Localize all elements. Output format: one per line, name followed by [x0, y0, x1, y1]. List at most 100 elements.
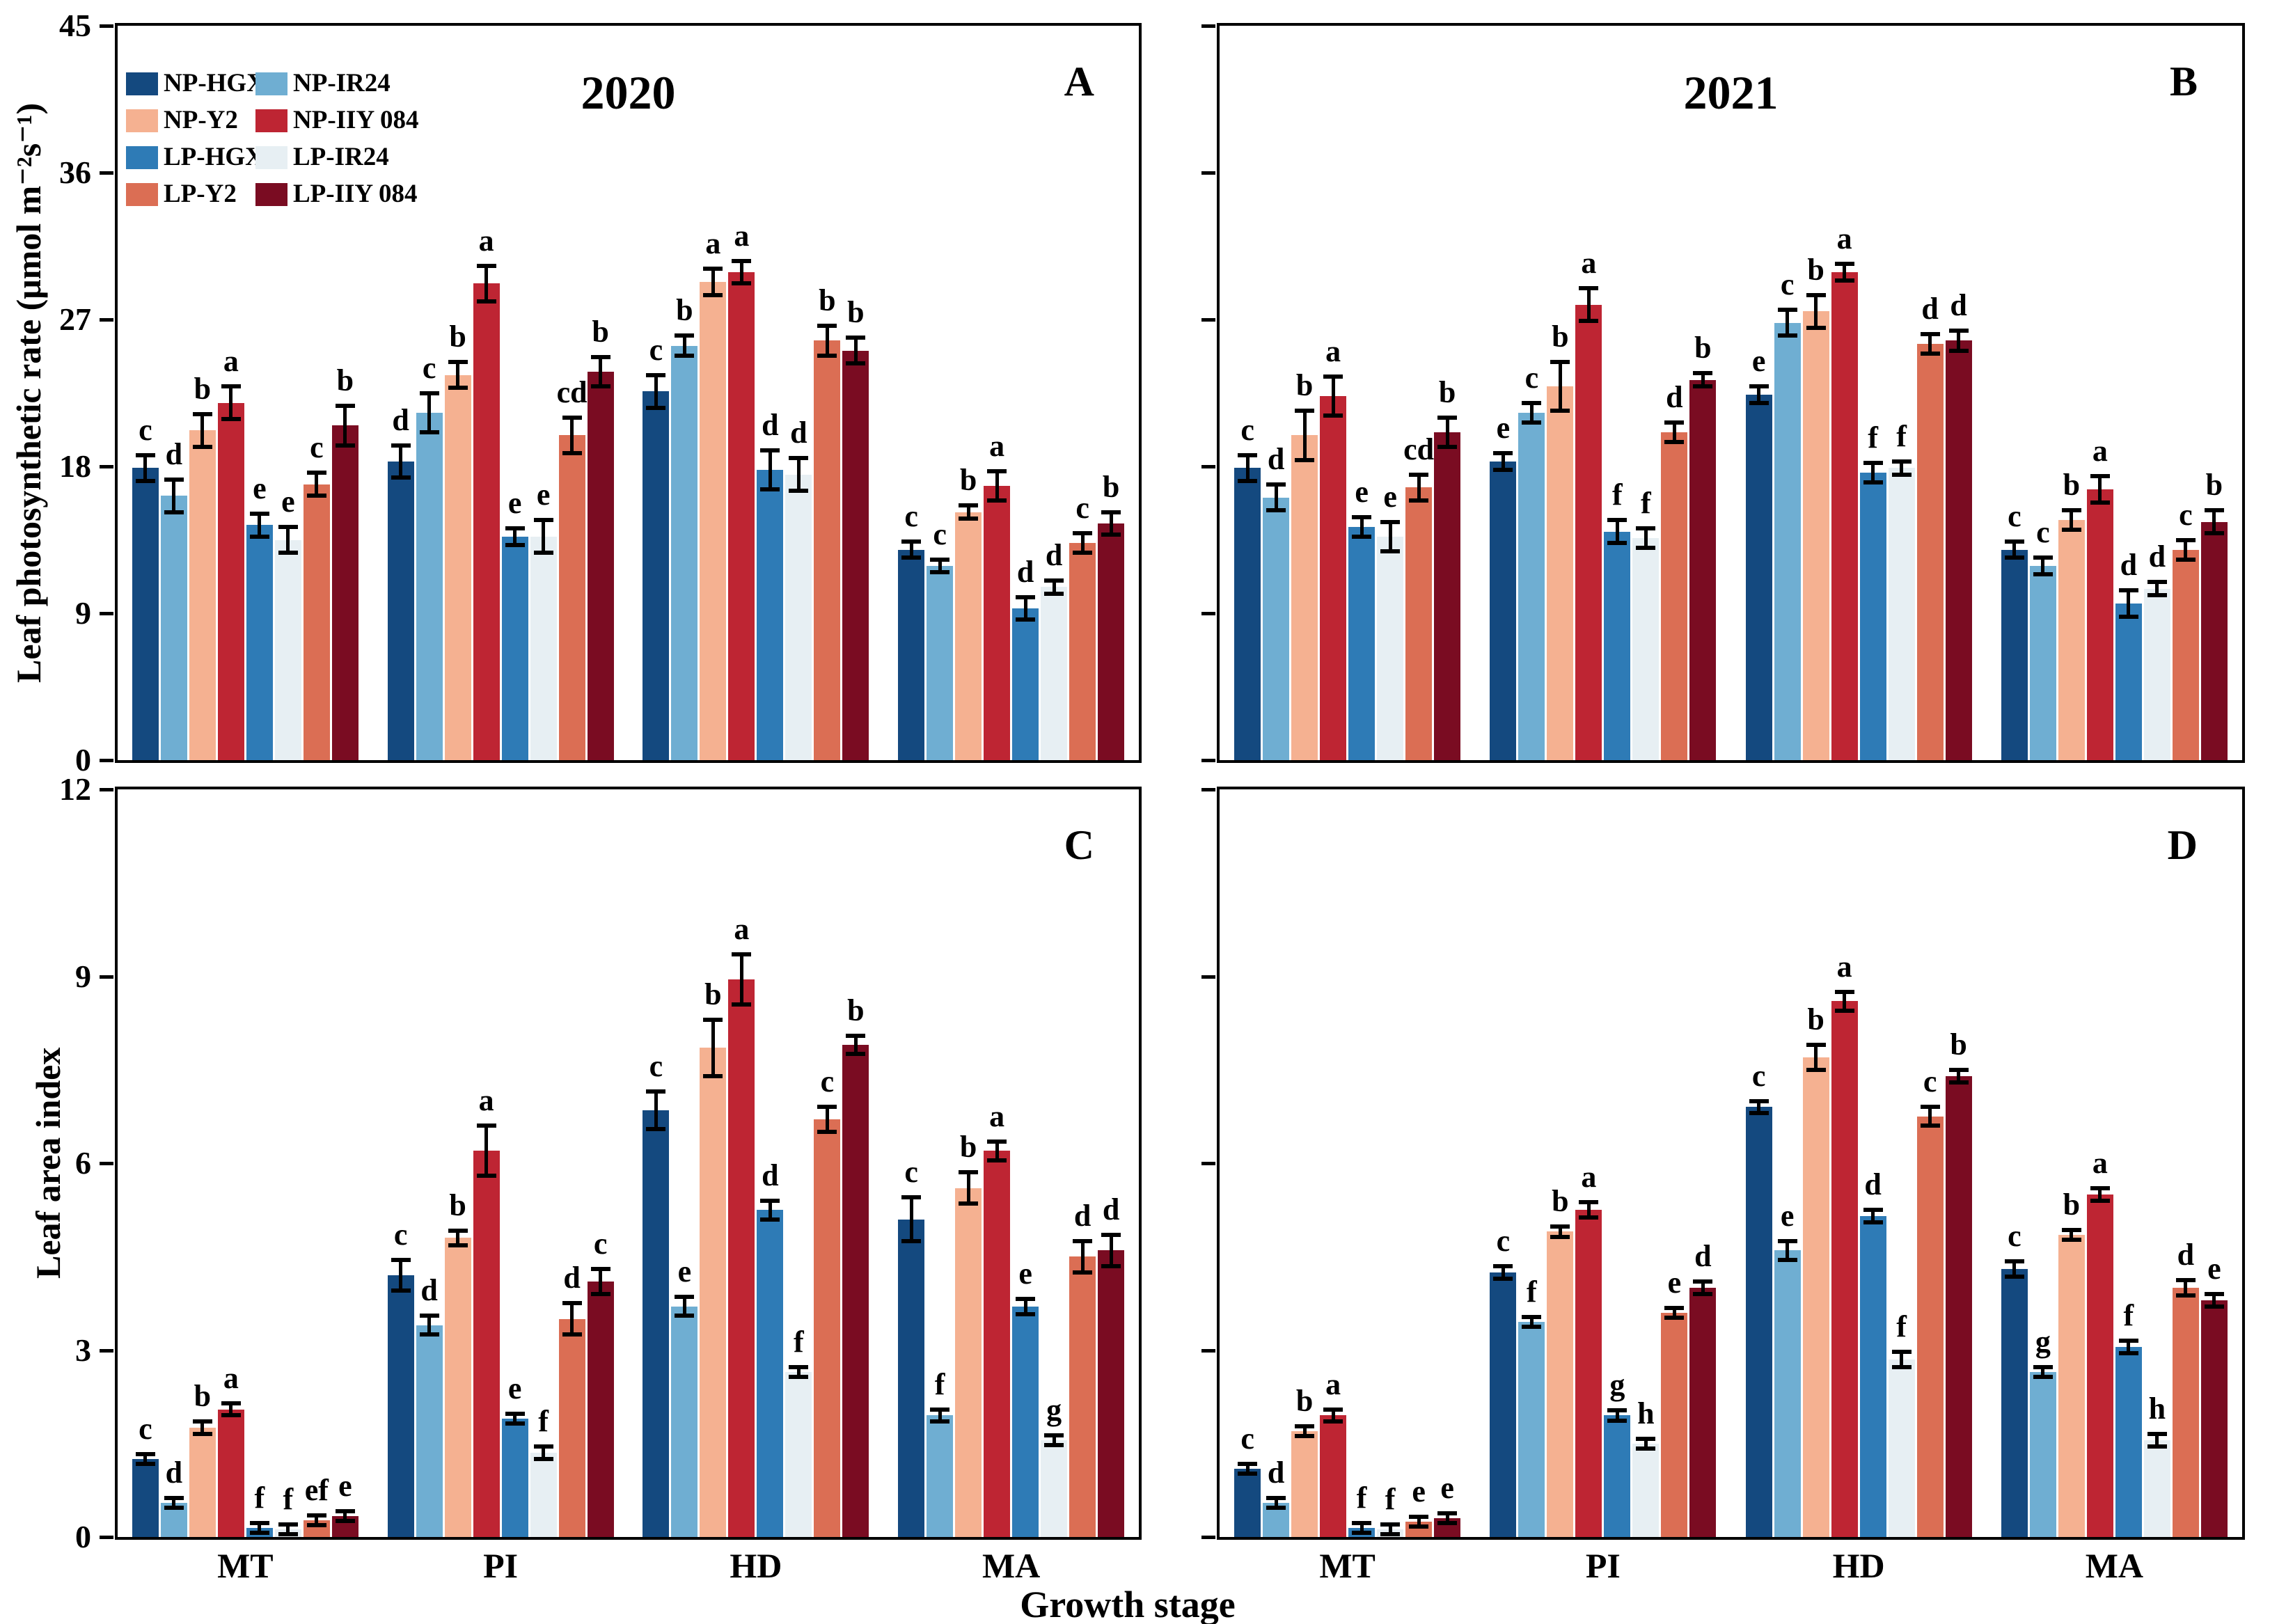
y-tick-label-3: 3	[75, 1332, 91, 1368]
sig-letter-LP-IIY 084-HD: d	[1950, 288, 1967, 323]
bar-LP-IR24-PI	[530, 1453, 557, 1537]
y-tick-9	[100, 975, 113, 979]
error-bar-LP-Y2-PI	[570, 417, 574, 454]
sig-letter-LP-Y2-PI: d	[563, 1261, 581, 1295]
bar-LP-HGX-PI	[501, 1418, 528, 1537]
bar-NP-IR24-HD	[1774, 322, 1801, 760]
error-bar-LP-IIY 084-MA	[1109, 1234, 1113, 1266]
sig-letter-LP-IR24-MT: e	[281, 484, 295, 519]
error-bar-LP-IIY 084-MT	[343, 1511, 347, 1522]
error-bar-LP-IR24-MT	[286, 526, 290, 553]
error-cap-top	[846, 1033, 866, 1038]
sig-letter-LP-HGX-MT: e	[253, 471, 267, 505]
error-cap-bottom	[164, 510, 184, 514]
panel-letter-A: A	[1064, 58, 1094, 104]
error-cap-bottom	[1238, 479, 1258, 484]
error-bar-NP-Y2-PI	[456, 1230, 460, 1246]
error-bar-LP-IR24-MA	[2155, 582, 2159, 596]
error-cap-top	[419, 391, 439, 395]
error-cap-top	[760, 1198, 780, 1203]
error-cap-top	[1777, 1238, 1797, 1243]
sig-letter-LP-Y2-MT: c	[310, 430, 324, 465]
bar-LP-IR24-PI	[530, 536, 557, 760]
sig-letter-NP-IIY 084-MT: a	[223, 1360, 239, 1395]
error-cap-top	[930, 1407, 950, 1412]
error-cap-top	[1664, 1305, 1685, 1310]
error-cap-bottom	[732, 1002, 752, 1007]
sig-letter-NP-IR24-MT: d	[1267, 441, 1285, 476]
error-cap-top	[192, 1419, 212, 1424]
sig-letter-LP-IIY 084-MA: d	[1102, 1192, 1120, 1227]
error-cap-top	[1579, 1200, 1599, 1205]
error-cap-top	[448, 359, 468, 364]
sig-letter-NP-HGX-HD: e	[1751, 344, 1766, 379]
error-bar-LP-IIY 084-PI	[1701, 373, 1705, 387]
legend-swatch-LP-IIY 084	[255, 183, 287, 206]
sig-letter-LP-HGX-HD: d	[1864, 1167, 1882, 1202]
x-category-MT: MT	[1319, 1546, 1376, 1585]
error-cap-top	[1044, 578, 1064, 583]
error-bar-NP-HGX-MA	[2012, 541, 2017, 558]
error-bar-LP-Y2-MA	[2184, 539, 2188, 560]
sig-letter-LP-HGX-PI: e	[507, 486, 522, 521]
error-cap-top	[1522, 1315, 1542, 1320]
error-cap-bottom	[1380, 549, 1401, 553]
y-tick-18	[1201, 465, 1215, 468]
error-cap-bottom	[1522, 1325, 1542, 1330]
sig-letter-NP-Y2-HD: b	[704, 977, 722, 1012]
sig-letter-LP-HGX-HD: d	[762, 407, 779, 442]
error-bar-LP-Y2-MT	[1417, 1516, 1421, 1527]
error-bar-LP-Y2-MT	[315, 1515, 319, 1525]
sig-letter-LP-Y2-HD: c	[1923, 1064, 1937, 1099]
error-cap-top	[135, 1451, 155, 1456]
y-tick-6	[1201, 1162, 1215, 1165]
error-cap-top	[732, 258, 752, 263]
error-cap-top	[2147, 580, 2167, 585]
error-cap-bottom	[1834, 278, 1854, 283]
error-cap-bottom	[590, 384, 610, 389]
error-cap-bottom	[1044, 591, 1064, 596]
error-bar-LP-HGX-MA	[2127, 590, 2131, 617]
sig-letter-NP-IR24-MT: d	[165, 1455, 183, 1490]
error-bar-NP-IR24-HD	[682, 336, 686, 356]
bar-NP-IR24-PI	[416, 1325, 443, 1537]
error-cap-bottom	[192, 1432, 212, 1437]
error-cap-bottom	[2118, 1350, 2138, 1355]
sig-letter-LP-Y2-HD: d	[1921, 292, 1939, 326]
sig-letter-LP-Y2-PI: e	[1667, 1265, 1682, 1300]
sig-letter-NP-IR24-MT: d	[165, 436, 183, 471]
legend-swatch-LP-IR24	[255, 146, 287, 169]
sig-letter-NP-IR24-MA: f	[934, 1366, 945, 1401]
sig-letter-NP-Y2-MA: b	[2063, 468, 2081, 503]
sig-letter-LP-HGX-MT: f	[1356, 1480, 1367, 1515]
error-bar-NP-IR24-HD	[1786, 309, 1790, 336]
error-cap-top	[306, 471, 326, 475]
bar-NP-IIY 084-HD	[728, 979, 755, 1537]
sig-letter-NP-IR24-MA: g	[2035, 1324, 2051, 1359]
sig-letter-NP-Y2-MT: b	[1295, 368, 1314, 403]
error-bar-NP-IR24-PI	[427, 1316, 432, 1335]
sig-letter-NP-IR24-HD: e	[1780, 1198, 1795, 1233]
sig-letter-NP-IR24-PI: c	[1524, 360, 1539, 395]
error-bar-NP-IIY 084-MA	[995, 1141, 999, 1160]
error-cap-bottom	[817, 1130, 837, 1135]
error-bar-NP-HGX-MT	[143, 455, 148, 482]
y-tick-label-9: 9	[75, 595, 91, 631]
error-cap-bottom	[192, 444, 212, 449]
bar-LP-Y2-PI	[558, 435, 585, 760]
error-cap-bottom	[1016, 1311, 1036, 1316]
sig-letter-LP-HGX-PI: g	[1609, 1368, 1625, 1403]
error-bar-LP-IR24-HD	[796, 1366, 801, 1377]
sig-letter-NP-IIY 084-MA: a	[989, 1098, 1005, 1133]
error-cap-bottom	[391, 1288, 411, 1293]
error-cap-top	[930, 557, 950, 562]
error-cap-top	[192, 411, 212, 416]
error-cap-bottom	[1493, 1276, 1513, 1281]
error-cap-top	[901, 539, 922, 544]
error-cap-top	[1016, 594, 1036, 599]
error-bar-NP-Y2-MT	[1302, 411, 1307, 460]
error-cap-bottom	[760, 1217, 780, 1222]
error-cap-top	[2204, 1291, 2224, 1296]
error-cap-top	[789, 456, 809, 461]
error-cap-top	[278, 524, 298, 529]
